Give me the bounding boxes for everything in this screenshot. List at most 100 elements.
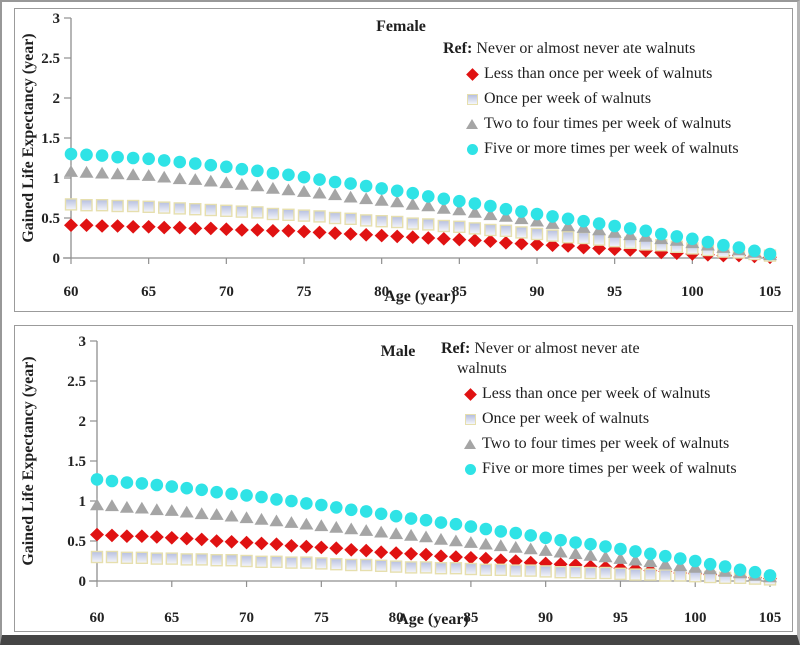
male-square-point xyxy=(659,569,672,582)
y-tick-label: 2.5 xyxy=(67,374,86,390)
x-tick-label: 75 xyxy=(314,610,329,626)
male-square-point xyxy=(644,568,657,581)
triangle-marker-icon xyxy=(465,119,479,129)
female-circle-point xyxy=(561,212,575,226)
male-square-point xyxy=(135,551,149,565)
female-diamond-point xyxy=(669,246,684,260)
male-triangle-point xyxy=(553,545,568,558)
legend-entry-label: Less than once per week of walnuts xyxy=(484,65,713,82)
male-square-point xyxy=(554,565,567,579)
x-tick-label: 80 xyxy=(374,284,389,300)
male-square-point xyxy=(225,553,238,567)
female-triangle-point xyxy=(343,190,358,203)
male-square-point xyxy=(539,565,552,578)
female-series-circle xyxy=(64,147,777,261)
male-square-point xyxy=(255,555,268,569)
female-triangle-point xyxy=(79,165,94,178)
female-circle-point xyxy=(328,175,342,189)
female-square-point xyxy=(64,198,78,211)
male-circle-point xyxy=(703,557,717,571)
female-circle-point xyxy=(204,158,218,172)
female-circle-point xyxy=(111,150,124,164)
female-circle-point xyxy=(297,170,311,184)
male-triangle-point xyxy=(179,505,194,518)
male-triangle-point xyxy=(493,539,508,552)
male-diamond-point xyxy=(374,545,389,559)
male-triangle-point xyxy=(119,500,134,513)
male-triangle-point xyxy=(329,520,344,533)
male-square-point xyxy=(120,551,134,565)
female-triangle-point xyxy=(328,188,343,201)
female-diamond-point xyxy=(234,223,249,237)
female-circle-point xyxy=(732,241,746,254)
female-square-point xyxy=(126,199,140,213)
x-tick-label: 85 xyxy=(463,610,478,626)
male-circle-point xyxy=(389,509,403,523)
x-tick-label: 95 xyxy=(607,284,622,300)
y-tick-label: 0 xyxy=(79,574,87,590)
male-circle-point xyxy=(210,485,223,499)
x-tick-label: 65 xyxy=(164,610,179,626)
x-tick-label: 105 xyxy=(759,284,782,300)
male-circle-point xyxy=(748,565,762,579)
male-triangle-point xyxy=(209,508,224,520)
female-circle-point xyxy=(421,190,435,203)
female-circle-point xyxy=(654,227,668,241)
female-triangle-point xyxy=(297,185,311,197)
female-diamond-point xyxy=(126,220,141,234)
x-tick-label: 105 xyxy=(759,610,782,626)
male-triangle-point xyxy=(299,517,314,530)
y-axis-title: Gained Life Expectancy (year) xyxy=(20,33,37,243)
female-triangle-point xyxy=(452,203,467,216)
legend-reference-line: Ref: Never or almost never ate walnuts xyxy=(441,339,737,379)
female-square-point xyxy=(282,208,295,222)
legend-entry-once: Once per week of walnuts xyxy=(441,409,737,429)
female-triangle-point xyxy=(530,214,544,227)
male-series-circle xyxy=(90,473,777,582)
male-triangle-point xyxy=(149,503,164,516)
male-square-point xyxy=(629,568,642,581)
female-triangle-point xyxy=(157,170,172,183)
female-square-point xyxy=(251,206,264,219)
male-triangle-point xyxy=(254,512,269,525)
female-circle-point xyxy=(468,197,482,210)
male-square-point xyxy=(345,558,358,572)
female-triangle-point xyxy=(514,212,529,225)
female-circle-point xyxy=(670,230,684,243)
legend-male: Ref: Never or almost never ate walnuts Le… xyxy=(441,339,737,479)
male-diamond-point xyxy=(389,546,404,560)
female-triangle-point xyxy=(498,209,513,222)
male-square-point xyxy=(434,561,448,575)
legend-entry-five-or-more: Five or more times per week of walnuts xyxy=(443,139,739,159)
x-tick-label: 90 xyxy=(530,284,545,300)
ref-text: Never or almost never ate walnuts xyxy=(476,40,696,57)
male-circle-point xyxy=(509,526,523,540)
male-triangle-point xyxy=(269,514,284,527)
female-diamond-point xyxy=(514,236,529,251)
female-triangle-point xyxy=(110,167,125,180)
x-tick-label: 70 xyxy=(219,284,234,300)
male-triangle-point xyxy=(463,536,478,548)
female-diamond-point xyxy=(374,228,389,243)
male-diamond-point xyxy=(194,532,209,547)
female-circle-point xyxy=(453,194,466,208)
y-tick-label: 1.5 xyxy=(67,454,86,470)
female-circle-point xyxy=(251,164,264,178)
female-circle-point xyxy=(173,155,187,169)
female-square-point xyxy=(204,203,218,217)
female-diamond-point xyxy=(203,221,218,236)
female-diamond-point xyxy=(297,224,311,239)
female-square-point xyxy=(157,201,171,214)
male-triangle-point xyxy=(658,557,673,570)
male-triangle-point xyxy=(284,516,299,528)
male-triangle-point xyxy=(374,525,389,538)
y-tick-label: 0.5 xyxy=(41,211,60,227)
male-circle-point xyxy=(315,498,328,512)
female-diamond-point xyxy=(390,229,405,244)
male-circle-point xyxy=(584,537,597,551)
female-triangle-point xyxy=(436,201,451,214)
male-triangle-point xyxy=(404,528,419,541)
female-triangle-point xyxy=(141,169,156,181)
male-square-point xyxy=(165,552,178,565)
